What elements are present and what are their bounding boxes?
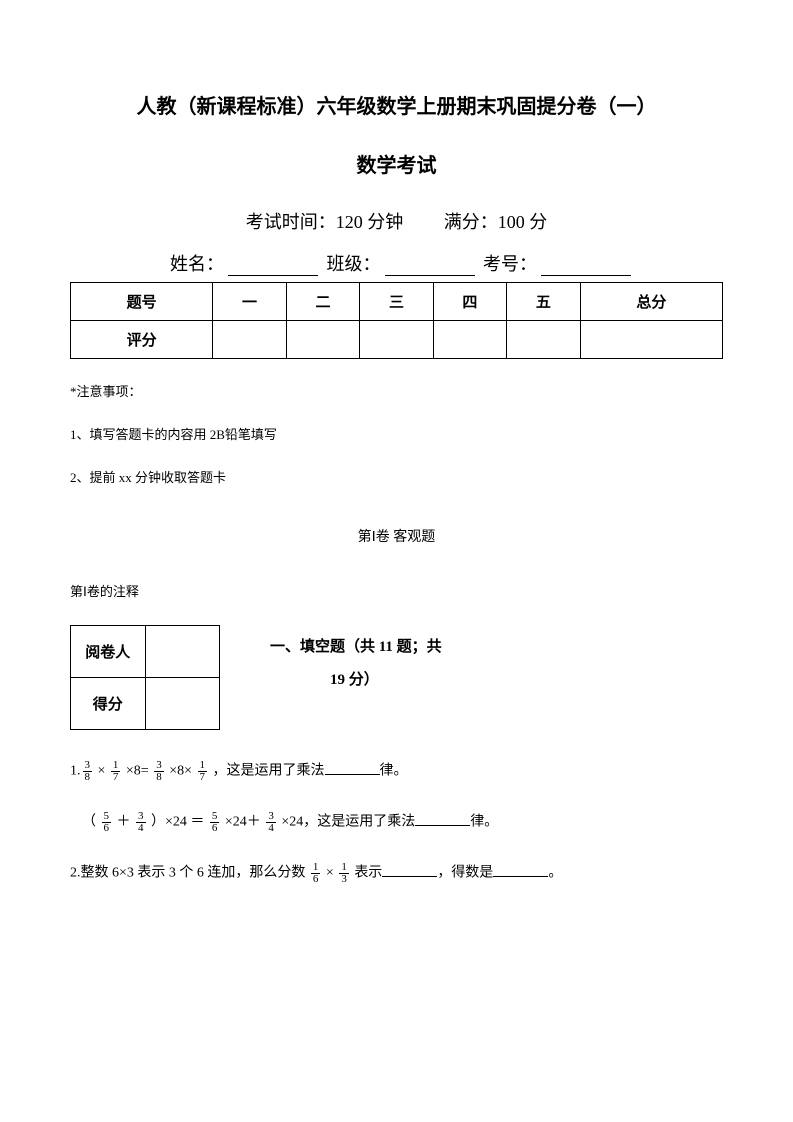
score-label: 得分 [71,678,146,730]
volume-note: 第Ⅰ卷的注释 [70,581,723,600]
table-header-row: 题号 一 二 三 四 五 总分 [71,283,723,321]
mid: ×24＋ [221,815,264,830]
q2-suf2: ，得数是 [437,866,493,881]
reviewer-label: 阅卷人 [71,626,146,678]
score-cell[interactable] [507,321,580,359]
fraction-5-6: 56 [102,811,112,834]
fraction-5-6: 56 [210,811,220,834]
section-title-2: 19 分） [330,672,379,688]
score-blank[interactable] [145,678,219,730]
score-cell[interactable] [360,321,433,359]
grader-table: 阅卷人 得分 [70,625,220,730]
volume-header: 第Ⅰ卷 客观题 [70,526,723,546]
answer-blank[interactable] [325,761,380,775]
notice-2: 2、提前 xx 分钟收取答题卡 [70,467,723,486]
examno-blank[interactable] [541,258,631,276]
times: × [322,866,337,881]
fraction-3-4: 34 [266,811,276,834]
q2-prefix: 2.整数 6×3 表示 3 个 6 连加，那么分数 [70,866,309,881]
col-label: 题号 [71,283,213,321]
main-title: 人教（新课程标准）六年级数学上册期末巩固提分卷（一） [70,90,723,119]
q1-prefix: 1. [70,764,81,779]
exam-time: 考试时间：120 分钟 [246,212,404,232]
score-label: 评分 [71,321,213,359]
question-2: 2.整数 6×3 表示 3 个 6 连加，那么分数 16 × 13 表示 ，得数是… [70,862,723,885]
class-blank[interactable] [385,258,475,276]
exam-info: 考试时间：120 分钟 满分：100 分 [70,208,723,234]
section-title: 一、填空题（共 11 题；共 19 分） [270,625,442,697]
reviewer-blank[interactable] [145,626,219,678]
q1-suffix: ，这是运用了乘法 [209,764,325,779]
col-1: 一 [213,283,286,321]
name-blank[interactable] [228,258,318,276]
student-info: 姓名： 班级： 考号： [130,250,723,276]
section-row: 阅卷人 得分 一、填空题（共 11 题；共 19 分） [70,625,723,730]
table-score-row: 评分 [71,321,723,359]
mid2: ×24，这是运用了乘法 [278,815,415,830]
answer-blank[interactable] [382,863,437,877]
fraction-3-8: 38 [83,760,93,783]
col-2: 二 [286,283,359,321]
eq: ×8= [122,764,152,779]
fraction-3-4: 34 [136,811,146,834]
answer-blank[interactable] [415,812,470,826]
end: 律。 [470,815,498,830]
col-4: 四 [433,283,506,321]
times: × [94,764,109,779]
times: ×8× [166,764,196,779]
subtitle: 数学考试 [70,149,723,178]
col-3: 三 [360,283,433,321]
name-label: 姓名： [170,254,224,274]
class-label: 班级： [327,254,381,274]
q2-suf1: 表示 [351,866,383,881]
full-score: 满分：100 分 [444,212,548,232]
q1-end: 律。 [380,764,408,779]
paren-open: （ [82,815,100,830]
answer-blank[interactable] [493,863,548,877]
col-5: 五 [507,283,580,321]
fraction-3-8: 38 [154,760,164,783]
score-cell[interactable] [580,321,722,359]
question-1b: （ 56 ＋ 34 ）×24 ＝ 56 ×24＋ 34 ×24，这是运用了乘法 律… [70,811,723,834]
notice-header: *注意事项： [70,381,723,400]
fraction-1-6: 16 [311,862,321,885]
score-cell[interactable] [433,321,506,359]
fraction-1-7: 17 [111,760,121,783]
score-cell[interactable] [286,321,359,359]
plus: ＋ [113,815,134,830]
fraction-1-3: 13 [339,862,349,885]
score-table: 题号 一 二 三 四 五 总分 评分 [70,282,723,359]
q2-end: 。 [548,866,562,881]
fraction-1-7: 17 [198,760,208,783]
question-1: 1.38 × 17 ×8= 38 ×8× 17 ，这是运用了乘法律。 [70,760,723,783]
examno-label: 考号： [483,254,537,274]
col-total: 总分 [580,283,722,321]
paren-close: ）×24 ＝ [148,815,208,830]
section-title-1: 一、填空题（共 11 题；共 [270,639,442,655]
score-cell[interactable] [213,321,286,359]
notice-1: 1、填写答题卡的内容用 2B铅笔填写 [70,424,723,443]
